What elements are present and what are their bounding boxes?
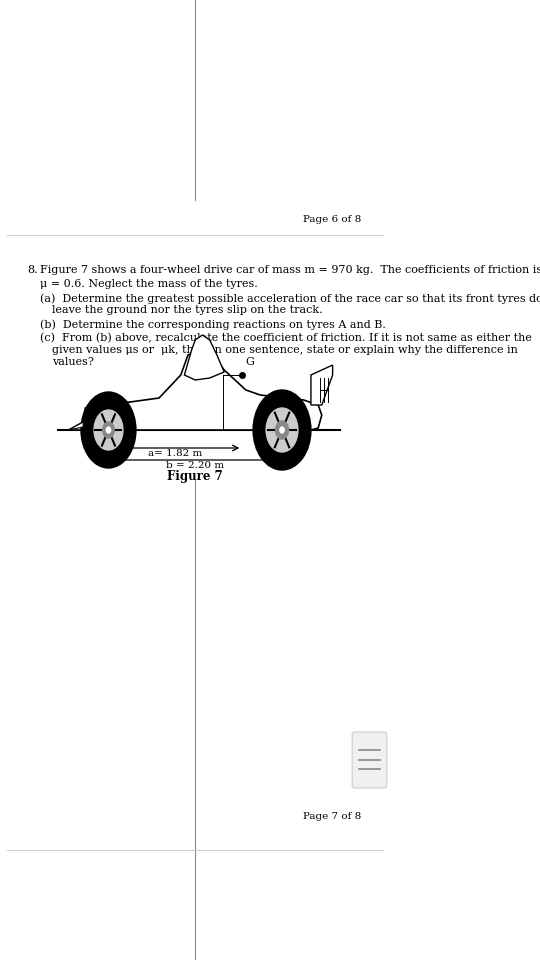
Text: G: G xyxy=(246,357,255,367)
Circle shape xyxy=(81,392,136,468)
Text: 8.: 8. xyxy=(28,265,38,275)
Polygon shape xyxy=(311,365,333,405)
Circle shape xyxy=(266,408,298,452)
Text: given values μs or  μk, then in one sentence, state or explain why the differenc: given values μs or μk, then in one sente… xyxy=(52,345,518,355)
FancyBboxPatch shape xyxy=(352,732,387,788)
Polygon shape xyxy=(184,335,224,380)
Text: μ = 0.6. Neglect the mass of the tyres.: μ = 0.6. Neglect the mass of the tyres. xyxy=(40,279,258,289)
Text: B: B xyxy=(278,440,287,451)
Text: (b)  Determine the corresponding reactions on tyres A and B.: (b) Determine the corresponding reaction… xyxy=(40,319,386,329)
Text: values?: values? xyxy=(52,357,94,367)
Text: Page 6 of 8: Page 6 of 8 xyxy=(303,215,362,224)
Text: Figure 7 shows a four-wheel drive car of mass m = 970 kg.  The coefficients of f: Figure 7 shows a four-wheel drive car of… xyxy=(40,265,540,275)
Circle shape xyxy=(94,410,123,450)
Polygon shape xyxy=(69,422,83,430)
Circle shape xyxy=(253,390,311,470)
Text: (c)  From (b) above, recalculate the coefficient of friction. If it is not same : (c) From (b) above, recalculate the coef… xyxy=(40,333,532,344)
Circle shape xyxy=(106,427,111,433)
Circle shape xyxy=(275,421,288,439)
Text: a= 1.82 m: a= 1.82 m xyxy=(148,449,202,458)
Text: Figure 7: Figure 7 xyxy=(167,470,223,483)
Text: h=0.55 m: h=0.55 m xyxy=(167,398,219,407)
Circle shape xyxy=(103,422,114,438)
Text: Page 7 of 8: Page 7 of 8 xyxy=(303,812,362,821)
Text: (a)  Determine the greatest possible acceleration of the race car so that its fr: (a) Determine the greatest possible acce… xyxy=(40,293,540,303)
Polygon shape xyxy=(69,350,322,430)
Text: A: A xyxy=(104,440,113,451)
Text: b = 2.20 m: b = 2.20 m xyxy=(166,461,224,470)
Text: leave the ground nor the tyres slip on the track.: leave the ground nor the tyres slip on t… xyxy=(52,305,323,315)
Circle shape xyxy=(280,427,284,433)
